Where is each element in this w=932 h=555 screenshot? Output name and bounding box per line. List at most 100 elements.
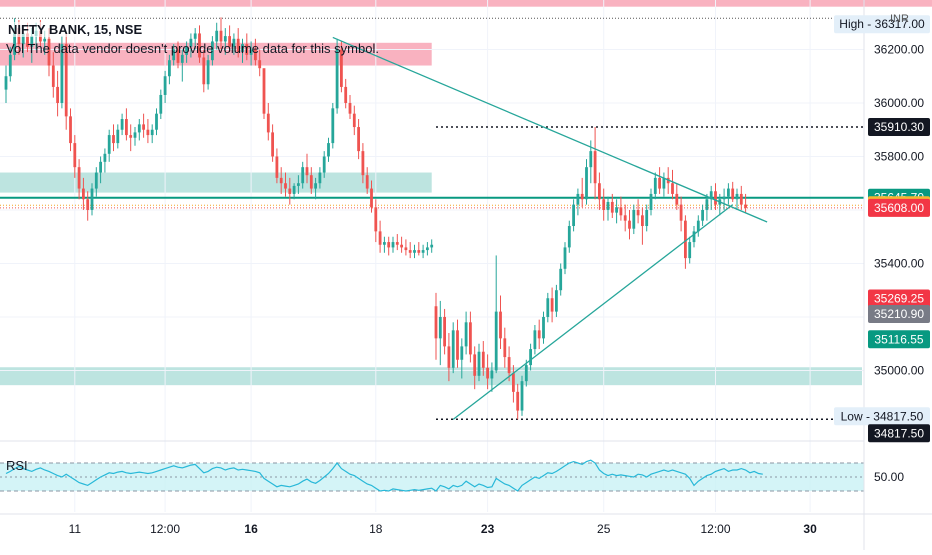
candle-body	[142, 124, 145, 130]
candle-body	[374, 207, 378, 232]
candle-body	[567, 226, 571, 248]
candle-body	[421, 250, 425, 253]
price-label-bg	[868, 330, 930, 349]
candle-body	[572, 204, 575, 227]
time-tick-label: 12:00	[700, 522, 730, 536]
candle-body	[714, 191, 717, 205]
candle-body	[559, 268, 563, 291]
candle-body	[314, 183, 317, 189]
candle-body	[709, 191, 713, 200]
rsi-line	[5, 459, 763, 492]
trendline[interactable]	[332, 36, 768, 223]
trendline[interactable]	[452, 204, 734, 420]
candle-body	[460, 346, 464, 360]
candle-body	[266, 113, 270, 133]
candle-body	[469, 322, 472, 355]
candle-body	[675, 193, 679, 205]
candle-body	[223, 36, 227, 42]
candle-body	[744, 204, 747, 208]
candle-body	[684, 220, 687, 259]
candle-body	[241, 44, 244, 53]
candle-body	[546, 298, 550, 317]
candle-body	[438, 316, 442, 339]
candle-body	[262, 68, 266, 114]
candle-body	[150, 129, 154, 136]
candles-layer	[4, 17, 747, 420]
candle-body	[649, 193, 653, 210]
candle-body	[94, 172, 98, 189]
rsi-layer	[0, 459, 864, 492]
candle-body	[430, 244, 434, 248]
rsi-label: RSI	[6, 458, 28, 473]
candle-body	[340, 49, 343, 87]
candle-body	[206, 60, 210, 85]
candle-body	[352, 113, 356, 128]
candle-body	[679, 204, 683, 221]
candle-body	[361, 151, 365, 176]
price-tick-label: 36000.00	[874, 96, 924, 110]
candle-body	[112, 135, 115, 144]
candle-body	[443, 316, 446, 347]
rsi-tick-label: 50.00	[874, 470, 904, 484]
candle-body	[180, 54, 184, 63]
candle-body	[232, 38, 236, 47]
candle-body	[155, 113, 158, 130]
candle-body	[739, 193, 743, 205]
price-label-bg	[868, 289, 930, 308]
candle-body	[473, 354, 477, 376]
candle-body	[21, 33, 25, 45]
candle-body	[198, 33, 201, 58]
candle-body	[327, 143, 330, 157]
candle-body	[434, 306, 438, 339]
price-tick-label: 35800.00	[874, 149, 924, 163]
candle-body	[516, 391, 520, 411]
candle-body	[163, 76, 167, 95]
candle-body	[503, 338, 507, 358]
candle-body	[499, 311, 502, 339]
candle-body	[662, 177, 666, 189]
candle-body	[387, 242, 391, 248]
candle-body	[507, 357, 511, 374]
trendlines-layer	[332, 36, 768, 420]
candle-body	[99, 161, 102, 173]
candle-body	[413, 250, 416, 253]
candle-body	[533, 330, 537, 350]
candle-body	[129, 135, 133, 138]
candle-body	[477, 351, 481, 376]
candle-body	[86, 199, 90, 210]
volume-notice: Vol The data vendor doesn't provide volu…	[6, 41, 379, 56]
candle-body	[133, 132, 137, 138]
candle-body	[219, 30, 223, 42]
candle-body	[137, 124, 141, 133]
candle-body	[271, 132, 274, 157]
candle-body	[481, 351, 485, 368]
candle-body	[645, 209, 649, 227]
time-tick-label: 12:00	[150, 522, 180, 536]
candle-body	[249, 49, 253, 55]
candle-body	[563, 247, 567, 269]
candle-body	[537, 330, 541, 339]
candle-body	[456, 330, 459, 360]
candle-body	[464, 322, 468, 347]
candle-body	[228, 36, 231, 47]
candle-body	[641, 215, 644, 227]
candle-body	[301, 167, 305, 184]
time-tick-label: 16	[244, 522, 258, 536]
price-label: 35910.30	[874, 120, 924, 134]
candle-body	[593, 151, 597, 184]
zones-layer	[0, 0, 932, 386]
candle-body	[636, 209, 640, 216]
candle-body	[82, 188, 85, 200]
candle-body	[51, 65, 55, 87]
candle-body	[176, 49, 180, 63]
price-label: 34817.50	[874, 426, 924, 440]
candle-body	[408, 250, 412, 253]
candle-body	[451, 330, 455, 368]
candle-body	[602, 199, 606, 210]
candle-body	[168, 60, 171, 77]
candle-body	[550, 298, 554, 312]
time-tick-label: 30	[803, 522, 817, 536]
candle-body	[524, 365, 528, 382]
candle-body	[486, 367, 489, 379]
